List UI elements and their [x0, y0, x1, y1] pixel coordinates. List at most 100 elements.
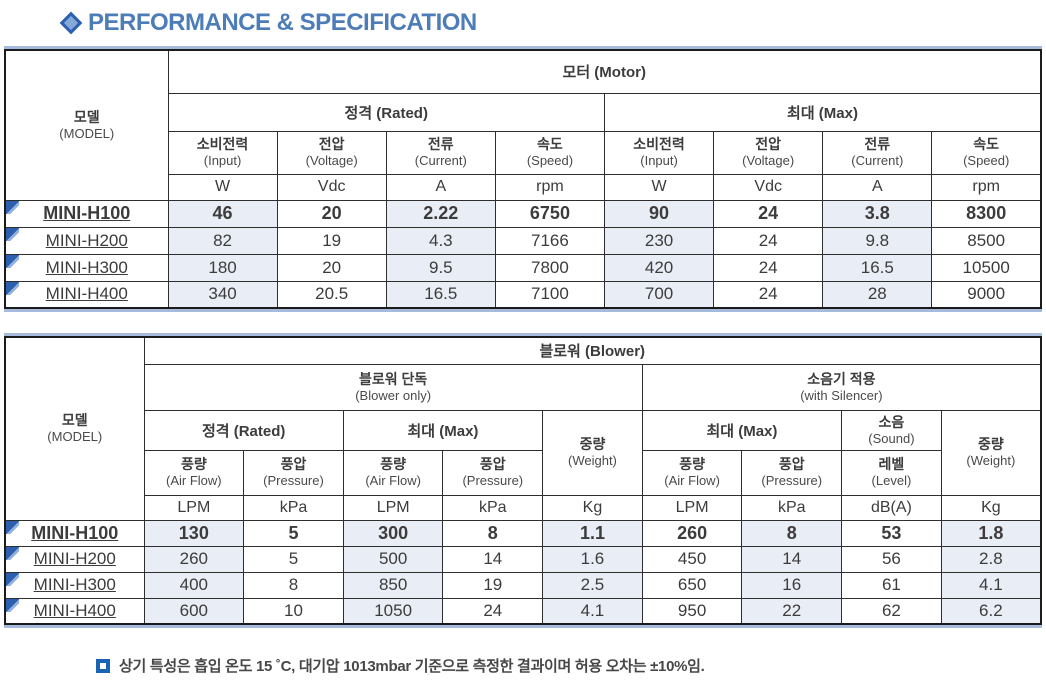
column-header-speed-rated: 속도 (Speed): [494, 130, 606, 175]
column-header-speed-max: 속도 (Speed): [931, 130, 1042, 175]
unit-cell: LPM: [143, 494, 245, 521]
data-cell: 10500: [931, 253, 1042, 282]
column-header-voltage-max: 전압 (Voltage): [713, 130, 824, 175]
column-header-airflow-max: 풍량 (Air Flow): [342, 449, 444, 496]
accent-line-top: [4, 333, 1042, 336]
data-cell: 22: [741, 597, 843, 625]
data-cell: 8300: [931, 199, 1042, 228]
corner-marker-icon: [6, 201, 19, 214]
blower-group-header: 블로워 (Blower): [143, 336, 1042, 365]
data-cell: 230: [603, 226, 715, 255]
model-link[interactable]: MINI-H100: [31, 522, 119, 543]
data-cell: 56: [841, 545, 942, 573]
rated-max-row: 정격 (Rated) 최대 (Max) 중량 (Weight) 최대 (Max)…: [5, 409, 1042, 496]
page-title: PERFORMANCE & SPECIFICATION: [88, 9, 477, 36]
corner-marker-icon: [6, 547, 19, 560]
unit-cell: dB(A): [841, 494, 942, 521]
model-link[interactable]: MINI-H400: [33, 600, 116, 620]
weight-silencer-column-header: 중량 (Weight): [940, 409, 1042, 496]
data-cell: 8500: [931, 226, 1042, 255]
data-cell: 20: [276, 253, 387, 282]
data-cell: 180: [167, 253, 278, 282]
data-cell: 20.5: [276, 280, 387, 309]
accent-line-bottom: [4, 625, 1042, 628]
table-row: MINI-H400 600 10 1050 24 4.1 950 22 62 6…: [4, 597, 1042, 625]
unit-cell: Kg: [940, 494, 1042, 521]
data-cell: 500: [342, 545, 444, 573]
data-cell: 19: [276, 226, 387, 255]
model-link[interactable]: MINI-H200: [33, 549, 116, 568]
unit-cell: kPa: [442, 494, 544, 521]
data-cell: 850: [342, 571, 444, 599]
data-cell: 3.8: [822, 199, 933, 228]
blower-only-header: 블로워 단독 (Blower only): [143, 363, 643, 411]
data-cell: 6750: [494, 199, 606, 228]
data-cell: 16: [741, 571, 843, 599]
data-cell: 90: [603, 199, 715, 228]
model-label-en: (MODEL): [47, 429, 103, 445]
column-header-sound-level: 레벨 (Level): [841, 449, 942, 496]
note-square-icon: [96, 658, 110, 673]
rated-max-row: 정격 (Rated) 최대 (Max): [5, 92, 1042, 132]
data-cell: 400: [143, 571, 245, 599]
data-cell: 2.22: [385, 199, 496, 228]
motor-section: 모델 (MODEL) 모터 (Motor) 정격 (Rated) 최대 (Max…: [0, 46, 1046, 312]
corner-marker-icon: [6, 599, 19, 612]
data-cell: 9000: [931, 280, 1042, 309]
data-cell: 4.3: [385, 226, 496, 255]
table-row: MINI-H200 260 5 500 14 1.6 450 14 56 2.8: [4, 545, 1042, 573]
data-cell: 9.8: [822, 226, 933, 255]
data-cell: 20: [276, 199, 387, 228]
column-header-row: 소비전력 (Input) 전압 (Voltage) 전류 (Current) 속도 (S…: [5, 130, 1042, 175]
corner-marker-icon: [6, 282, 19, 295]
table-row: MINI-H200 82 19 4.3 7166 230 24 9.8 8500: [4, 226, 1042, 255]
data-cell: 14: [442, 545, 544, 573]
sound-group-header: 소음 (Sound): [841, 409, 942, 451]
column-header-pressure-silencer: 풍압 (Pressure): [741, 449, 843, 496]
data-cell: 5: [243, 519, 344, 547]
table-row: MINI-H100 46 20 2.22 6750 90 24 3.8 8300: [4, 199, 1042, 228]
column-header-voltage-rated: 전압 (Voltage): [276, 130, 387, 175]
data-cell: 8: [243, 571, 344, 599]
model-link[interactable]: MINI-H100: [43, 203, 131, 223]
data-cell: 24: [442, 597, 544, 625]
data-cell: 9.5: [385, 253, 496, 282]
column-header-current-rated: 전류 (Current): [385, 130, 496, 175]
model-link[interactable]: MINI-H400: [45, 284, 128, 304]
column-header-airflow-rated: 풍량 (Air Flow): [143, 449, 245, 496]
model-label-ko: 모델: [73, 108, 100, 125]
max-silencer-group-header: 최대 (Max): [641, 409, 843, 451]
data-cell: 700: [603, 280, 715, 309]
motor-table: 모델 (MODEL) 모터 (Motor) 정격 (Rated) 최대 (Max…: [4, 49, 1042, 309]
blower-group-row: 모델 (MODEL) 블로워 (Blower): [4, 336, 1042, 521]
data-cell: 7166: [494, 226, 606, 255]
data-cell: 340: [167, 280, 278, 309]
blower-subgroup-row: 블로워 단독 (Blower only) 소음기 적용 (with Silenc…: [5, 363, 1042, 411]
data-cell: 1050: [342, 597, 444, 625]
table-row: MINI-H300 400 8 850 19 2.5 650 16 61 4.1: [4, 571, 1042, 599]
footnote-text: 상기 특성은 흡입 온도 15 ˚C, 대기압 1013mbar 기준으로 측정…: [119, 658, 705, 675]
model-link[interactable]: MINI-H200: [45, 230, 128, 250]
unit-cell: kPa: [243, 494, 344, 521]
data-cell: 600: [143, 597, 245, 625]
column-header-input-max: 소비전력 (Input): [603, 130, 715, 175]
model-cell: MINI-H200: [4, 545, 145, 573]
motor-group-row: 모델 (MODEL) 모터 (Motor): [4, 49, 1042, 201]
data-cell: 950: [641, 597, 743, 625]
unit-cell: Vdc: [276, 173, 387, 201]
data-cell: 28: [822, 280, 933, 309]
data-cell: 260: [143, 545, 245, 573]
unit-cell: A: [822, 173, 933, 201]
data-cell: 5: [243, 545, 344, 573]
corner-marker-icon: [6, 521, 19, 534]
unit-cell: W: [603, 173, 715, 201]
model-link[interactable]: MINI-H300: [45, 257, 128, 277]
column-header-row: 풍량 (Air Flow) 풍압 (Pressure) 풍량 (Air Flow) 풍…: [5, 449, 1041, 496]
accent-line-top: [4, 46, 1042, 49]
corner-marker-icon: [6, 573, 19, 586]
data-cell: 16.5: [385, 280, 496, 309]
model-link[interactable]: MINI-H300: [33, 575, 116, 594]
data-cell: 24: [713, 253, 824, 282]
model-column-header: 모델 (MODEL): [4, 49, 169, 201]
model-cell: MINI-H300: [4, 571, 145, 599]
